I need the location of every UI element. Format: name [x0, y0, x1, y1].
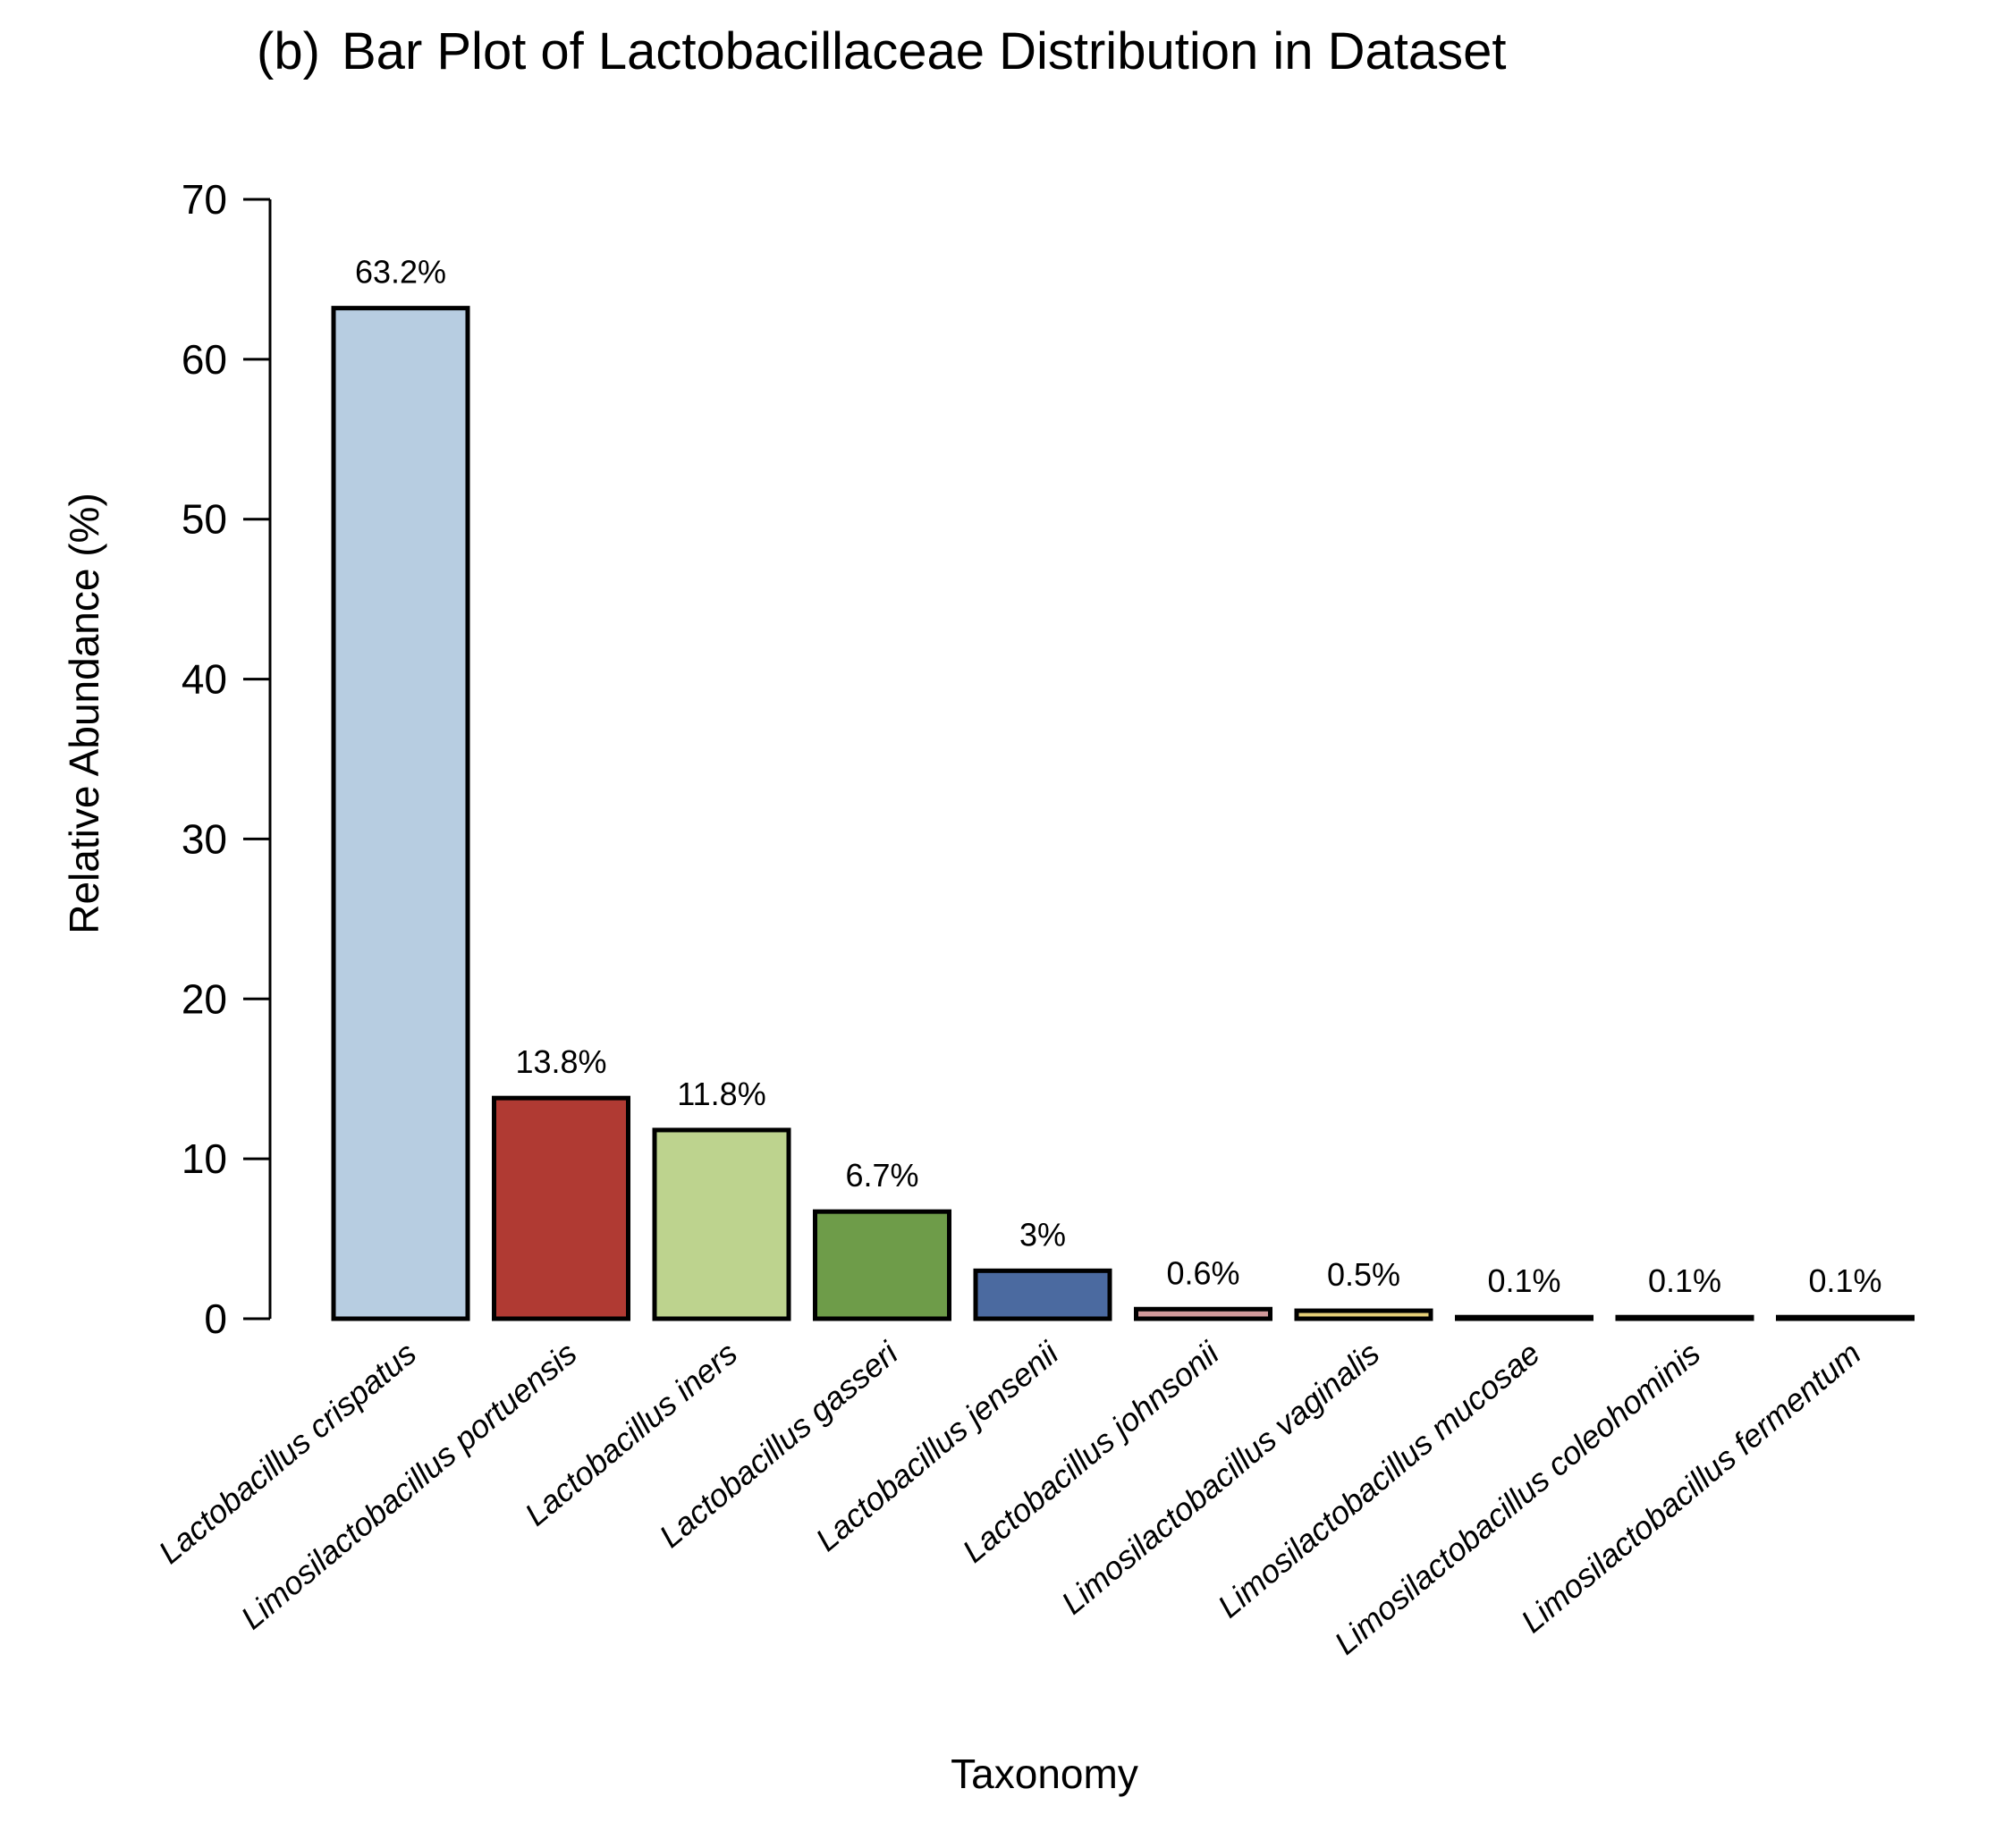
bar: [492, 1095, 630, 1321]
bar-value-label: 3%: [1019, 1216, 1066, 1253]
bar: [813, 1209, 951, 1321]
x-tick-label: Lactobacillus crispatus: [151, 1335, 423, 1571]
bar-value-label: 13.8%: [515, 1043, 606, 1080]
bar-value-label: 0.1%: [1487, 1262, 1560, 1299]
bar: [1134, 1306, 1272, 1321]
x-tick-label: Limosilactobacillus mucosae: [1211, 1335, 1547, 1625]
x-tick-label: Lactobacillus johnsonii: [955, 1334, 1226, 1570]
bar-value-label: 11.8%: [677, 1076, 765, 1112]
bar-value-label: 63.2%: [355, 254, 446, 291]
x-tick-label: Limosilactobacillus portuensis: [233, 1335, 583, 1637]
bar-value-label: 0.1%: [1808, 1262, 1881, 1299]
bars: [331, 306, 1915, 1321]
y-tick-label: 20: [182, 975, 227, 1022]
x-tick-labels: Lactobacillus crispatusLimosilactobacill…: [151, 1334, 1867, 1661]
value-labels: 63.2% 13.8% 11.8% 6.7% 3% 0.6% 0.5% 0.1% 0.1% 0.1…: [355, 254, 1882, 1300]
bar-value-label: 0.5%: [1327, 1256, 1400, 1293]
y-tick-label: 30: [182, 815, 227, 862]
bar: [1776, 1314, 1915, 1321]
bar: [1294, 1308, 1433, 1321]
bar-value-label: 0.6%: [1166, 1254, 1239, 1291]
chart-title: Bar Plot of Lactobacillaceae Distributio…: [342, 22, 1506, 80]
y-tick-label: 40: [182, 656, 227, 703]
bar-value-label: 6.7%: [845, 1157, 918, 1194]
y-tick-label: 50: [182, 496, 227, 543]
bar: [973, 1268, 1112, 1321]
y-axis-title: Relative Abundance (%): [61, 493, 107, 934]
bar: [652, 1127, 791, 1321]
y-axis: 0 10 20 30 40 50 60 70: [182, 176, 272, 1342]
y-tick-label: 70: [182, 176, 227, 223]
bar: [1455, 1314, 1594, 1321]
x-tick-label: Limosilactobacillus fermentum: [1514, 1335, 1868, 1640]
bar: [331, 306, 470, 1321]
y-tick-label: 60: [182, 336, 227, 383]
panel-label: (b): [257, 22, 320, 80]
bar: [1615, 1314, 1754, 1321]
x-axis-title: Taxonomy: [951, 1751, 1138, 1797]
x-tick-label: Limosilactobacillus vaginalis: [1054, 1335, 1386, 1622]
bar-value-label: 0.1%: [1648, 1262, 1721, 1299]
y-tick-label: 10: [182, 1135, 227, 1182]
y-tick-label: 0: [204, 1295, 227, 1342]
